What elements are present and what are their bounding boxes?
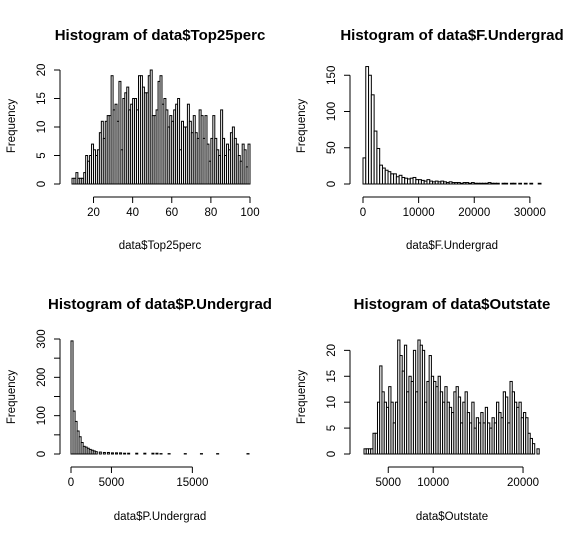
panel-outstate: Histogram of data$Outstate data$Outstate… <box>296 296 550 523</box>
histogram-bar <box>144 453 146 454</box>
y-tick-label: 0 <box>326 451 338 457</box>
histogram-bar <box>537 449 539 454</box>
histogram-bar <box>107 452 109 454</box>
y-tick-label: 100 <box>326 102 338 121</box>
histogram-bars <box>72 70 250 184</box>
x-tick-label: 10000 <box>403 207 435 219</box>
chart-title: Histogram of data$Outstate <box>354 296 551 313</box>
y-tick-label: 150 <box>326 66 338 85</box>
x-tick-label: 80 <box>204 207 217 219</box>
histogram-bar <box>124 453 126 454</box>
x-tick-label: 10000 <box>417 477 449 489</box>
x-tick-label: 0 <box>360 207 366 219</box>
chart-title: Histogram of data$P.Undergrad <box>48 296 272 313</box>
x-axis-label: data$Top25perc <box>119 240 202 252</box>
histogram-bars <box>363 67 541 184</box>
histogram-bar <box>497 183 500 184</box>
histogram-bar <box>505 183 508 184</box>
x-tick-label: 20000 <box>507 477 539 489</box>
y-axis-label: Frequency <box>6 99 18 154</box>
histogram-bar <box>120 453 122 454</box>
histogram-bar <box>524 183 527 184</box>
x-tick-label: 100 <box>240 207 259 219</box>
x-tick-label: 30000 <box>514 207 546 219</box>
y-tick-label: 300 <box>36 329 48 348</box>
chart-title: Histogram of data$Top25perc <box>55 27 266 44</box>
histogram-bar <box>156 453 158 454</box>
y-tick-label: 20 <box>36 64 48 77</box>
y-tick-label: 20 <box>326 344 338 357</box>
y-tick-label: 15 <box>36 92 48 105</box>
histogram-bar <box>111 453 113 454</box>
x-tick-label: 20000 <box>458 207 490 219</box>
y-axis-label: Frequency <box>296 99 308 154</box>
y-axis-label: Frequency <box>296 370 308 425</box>
histogram-bar <box>95 452 97 454</box>
panel-p-undergrad: Histogram of data$P.Undergrad data$P.Und… <box>6 296 272 523</box>
histogram-bar <box>116 453 118 454</box>
histogram-bars <box>71 341 249 454</box>
y-tick-label: 50 <box>326 141 338 154</box>
y-tick-label: 5 <box>36 152 48 158</box>
x-tick-label: 40 <box>126 207 139 219</box>
histogram-bars <box>364 340 539 454</box>
x-axis-label: data$P.Undergrad <box>114 511 207 523</box>
histogram-bar <box>103 452 105 454</box>
y-tick-label: 10 <box>326 396 338 409</box>
y-tick-label: 15 <box>326 370 338 383</box>
x-axis-label: data$F.Undergrad <box>406 240 498 252</box>
y-tick-label: 0 <box>326 181 338 187</box>
histogram-bar <box>530 183 533 184</box>
y-tick-label: 100 <box>36 406 48 425</box>
histogram-bar <box>538 183 541 184</box>
histogram-bar <box>99 452 101 454</box>
x-tick-label: 15000 <box>176 477 208 489</box>
histogram-bar <box>513 183 516 184</box>
y-axis-label: Frequency <box>6 370 18 425</box>
x-tick-label: 20 <box>87 207 100 219</box>
x-tick-label: 5000 <box>99 477 125 489</box>
y-tick-label: 5 <box>326 425 338 431</box>
histogram-bar <box>519 183 522 184</box>
histogram-bar <box>152 453 154 454</box>
panel-f-undergrad: Histogram of data$F.Undergrad data$F.Und… <box>296 27 564 252</box>
histogram-bar <box>532 444 534 454</box>
x-tick-label: 60 <box>165 207 178 219</box>
x-axis-label: data$Outstate <box>416 511 488 523</box>
histogram-bar <box>136 453 138 454</box>
histogram-bar <box>128 453 130 454</box>
x-tick-label: 0 <box>68 477 74 489</box>
chart-title: Histogram of data$F.Undergrad <box>340 27 563 44</box>
x-tick-label: 5000 <box>375 477 401 489</box>
y-tick-label: 10 <box>36 121 48 134</box>
y-tick-label: 200 <box>36 368 48 387</box>
panel-top25perc: Histogram of data$Top25perc data$Top25pe… <box>6 27 265 252</box>
y-tick-label: 0 <box>36 181 48 187</box>
histogram-bar <box>248 144 250 184</box>
y-tick-label: 0 <box>36 451 48 457</box>
